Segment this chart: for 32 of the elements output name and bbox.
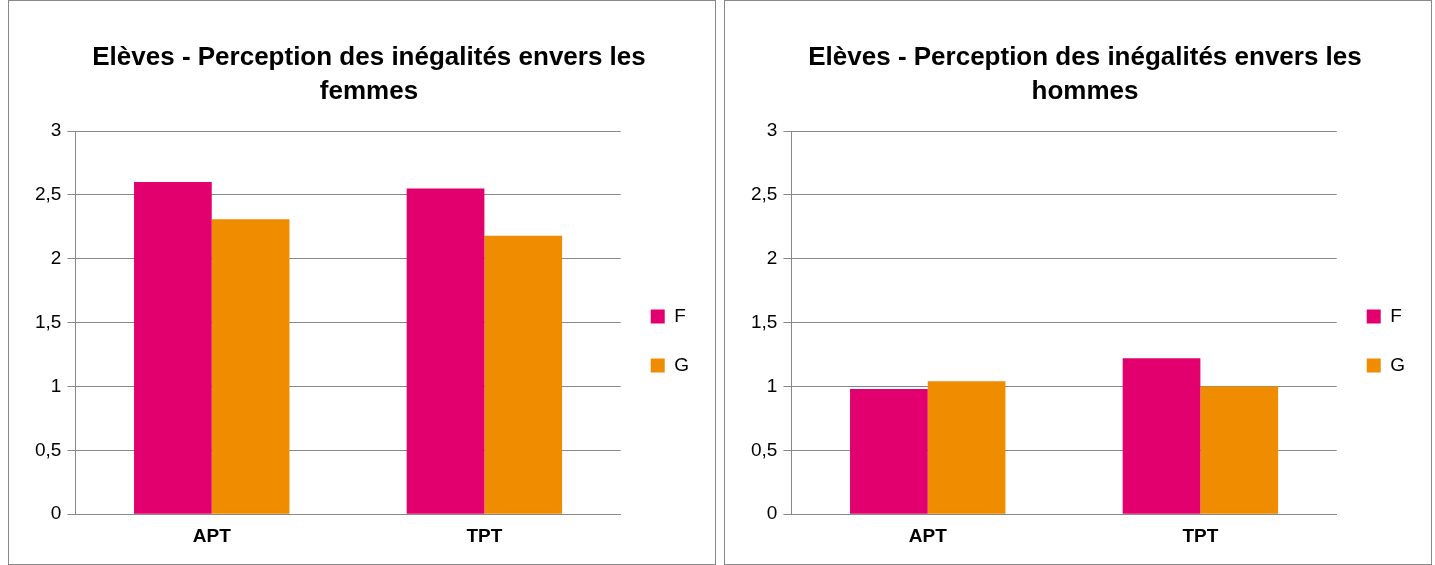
x-tick-label: APT	[192, 524, 232, 546]
x-tick-label: APT	[908, 524, 948, 546]
y-tick-label: 1	[50, 374, 62, 396]
x-tick-label: TPT	[1182, 524, 1219, 546]
bar	[1122, 358, 1201, 514]
y-tick-label: 3	[766, 119, 778, 141]
bar	[927, 381, 1006, 514]
y-tick-label: 0	[766, 502, 778, 524]
y-tick-label: 2	[766, 246, 778, 268]
bar	[134, 182, 212, 514]
y-tick-label: 1,5	[34, 310, 62, 332]
bar	[1200, 386, 1279, 514]
y-tick-label: 0	[50, 502, 62, 524]
y-tick-label: 0,5	[750, 438, 778, 460]
y-tick-label: 3	[50, 119, 62, 141]
bar	[484, 235, 563, 514]
chart-title: Elèves - Perception des inégalités envers les femmes	[91, 40, 647, 107]
bar	[211, 219, 290, 514]
legend-label: F	[1390, 304, 1402, 326]
x-tick-label: TPT	[466, 524, 503, 546]
y-tick-label: 1	[766, 374, 778, 396]
bar	[406, 188, 485, 514]
y-tick-label: 2,5	[750, 183, 778, 205]
legend-label: G	[1390, 353, 1405, 375]
y-tick-label: 0,5	[34, 438, 62, 460]
chart-title: Elèves - Perception des inégalités envers les hommes	[807, 40, 1363, 107]
y-tick-label: 1,5	[750, 310, 778, 332]
legend-label: G	[674, 353, 689, 375]
y-tick-label: 2	[50, 246, 62, 268]
legend-label: F	[674, 304, 686, 326]
bar	[850, 389, 928, 514]
y-tick-label: 2,5	[34, 183, 62, 205]
